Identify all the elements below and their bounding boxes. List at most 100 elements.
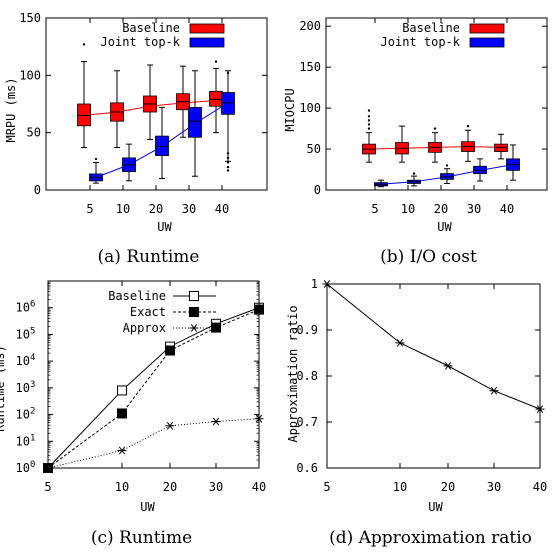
x-tick-label: 5 — [86, 202, 93, 216]
x-tick-label: 40 — [215, 202, 229, 216]
panel-caption: (d) Approximation ratio — [329, 528, 532, 548]
outlier-point — [466, 124, 470, 128]
box-5 — [89, 157, 103, 184]
box-40 — [221, 70, 235, 172]
outlier-point — [367, 123, 371, 126]
outlier-point — [226, 71, 230, 75]
series-ratio — [322, 280, 545, 414]
marker-stroke — [490, 386, 498, 395]
outlier-point — [433, 127, 437, 130]
legend-label: Baseline — [108, 289, 166, 303]
legend-label: Baseline — [122, 21, 180, 35]
x-tick-label: 10 — [116, 202, 130, 216]
y-tick-label: 150 — [19, 11, 41, 25]
x-tick-label: 5 — [371, 202, 378, 216]
x-tick-label: 40 — [533, 480, 547, 494]
box-10 — [110, 70, 124, 149]
y-axis-label: Approximation ratio — [286, 305, 300, 442]
x-axis-label: UW — [437, 220, 452, 234]
plot-frame-d — [326, 283, 541, 469]
y-tick-label: 1 — [311, 277, 318, 291]
y-tick-label: 10 — [16, 381, 30, 395]
y-tick-label: 10 — [16, 354, 30, 368]
box-body — [155, 135, 169, 157]
panel-b: 0 50 100 150 200 5 10 20 30 40 UW MIOCPU BaselineJoi… — [283, 18, 547, 267]
series-baseline — [77, 43, 223, 149]
box-body — [221, 92, 235, 115]
y-tick-label: 50 — [27, 126, 41, 140]
outlier-point — [226, 161, 230, 164]
data-point — [443, 361, 453, 370]
legend-swatch — [189, 37, 225, 48]
box-body — [77, 103, 91, 127]
plot-frame-b — [325, 17, 548, 191]
y-tick-label: 200 — [299, 19, 321, 33]
y-tick-label: 150 — [299, 60, 321, 74]
y-axis-label: Runtime (ms) — [0, 345, 7, 432]
box-20 — [428, 127, 442, 163]
box-20 — [440, 164, 454, 184]
legend-label: Joint top-k — [101, 35, 181, 49]
outlier-point — [412, 172, 416, 175]
x-tick-label: 20 — [441, 480, 455, 494]
box-10 — [395, 125, 409, 163]
series-baseline — [362, 109, 508, 163]
y-tick-label: 0.9 — [296, 323, 318, 337]
panel-caption: (b) I/O cost — [380, 247, 477, 267]
data-point — [165, 345, 175, 356]
legend-swatch — [189, 23, 225, 34]
box-10 — [122, 143, 136, 182]
y-tick-label: 100 — [19, 68, 41, 82]
y-tick-label: 10 — [16, 327, 30, 341]
x-tick-label: 30 — [182, 202, 196, 216]
x-tick-label: 10 — [393, 480, 407, 494]
box-10 — [407, 172, 421, 187]
outlier-point — [94, 157, 98, 161]
plot-frame-a — [45, 17, 268, 191]
legend: Baseline Exact Approx — [108, 289, 216, 335]
outlier-point — [226, 156, 230, 160]
outlier-point — [226, 152, 230, 155]
box-30 — [176, 65, 190, 138]
x-tick-label: 40 — [252, 480, 266, 494]
data-point — [117, 408, 127, 419]
x-tick-label: 30 — [487, 480, 501, 494]
data-point — [489, 386, 499, 395]
data-point — [165, 421, 175, 430]
marker-stroke — [212, 417, 220, 426]
data-point — [189, 307, 199, 317]
data-point — [395, 338, 405, 347]
outlier-point — [82, 43, 86, 46]
series-joint-top-k — [89, 70, 235, 184]
box-5 — [77, 43, 91, 149]
y-tick-label: 0.8 — [296, 369, 318, 383]
panel-c: 10 010 110 210 310 410 510 65 10 20 30 40UWRuntime … — [0, 281, 266, 548]
series-line — [326, 283, 541, 410]
box-20 — [155, 106, 169, 180]
x-tick-label: 5 — [44, 480, 51, 494]
outlier-point — [226, 169, 230, 172]
y-axis-label: MRPU (ms) — [4, 77, 18, 142]
y-tick-exponent: 6 — [30, 300, 35, 310]
y-tick-label: 0.6 — [296, 461, 318, 475]
data-point — [117, 385, 127, 396]
marker-stroke — [166, 421, 174, 430]
y-tick-exponent: 2 — [30, 407, 35, 417]
x-tick-label: 30 — [209, 480, 223, 494]
data-point — [189, 291, 199, 301]
series-joint-top-k — [374, 144, 520, 188]
box-40 — [209, 60, 223, 134]
data-point — [117, 446, 127, 455]
x-tick-label: 10 — [401, 202, 415, 216]
y-tick-label: 50 — [307, 142, 321, 156]
y-axis-label: MIOCPU — [283, 88, 297, 131]
x-tick-label: 20 — [149, 202, 163, 216]
x-tick-label: 20 — [434, 202, 448, 216]
panel-caption: (a) Runtime — [98, 247, 200, 267]
x-axis-label: UW — [157, 220, 172, 234]
y-tick-label: 10 — [16, 408, 30, 422]
outlier-point — [226, 165, 230, 169]
y-tick-exponent: 1 — [30, 433, 35, 443]
y-tick-label: 0 — [314, 183, 321, 197]
data-point — [189, 324, 199, 332]
